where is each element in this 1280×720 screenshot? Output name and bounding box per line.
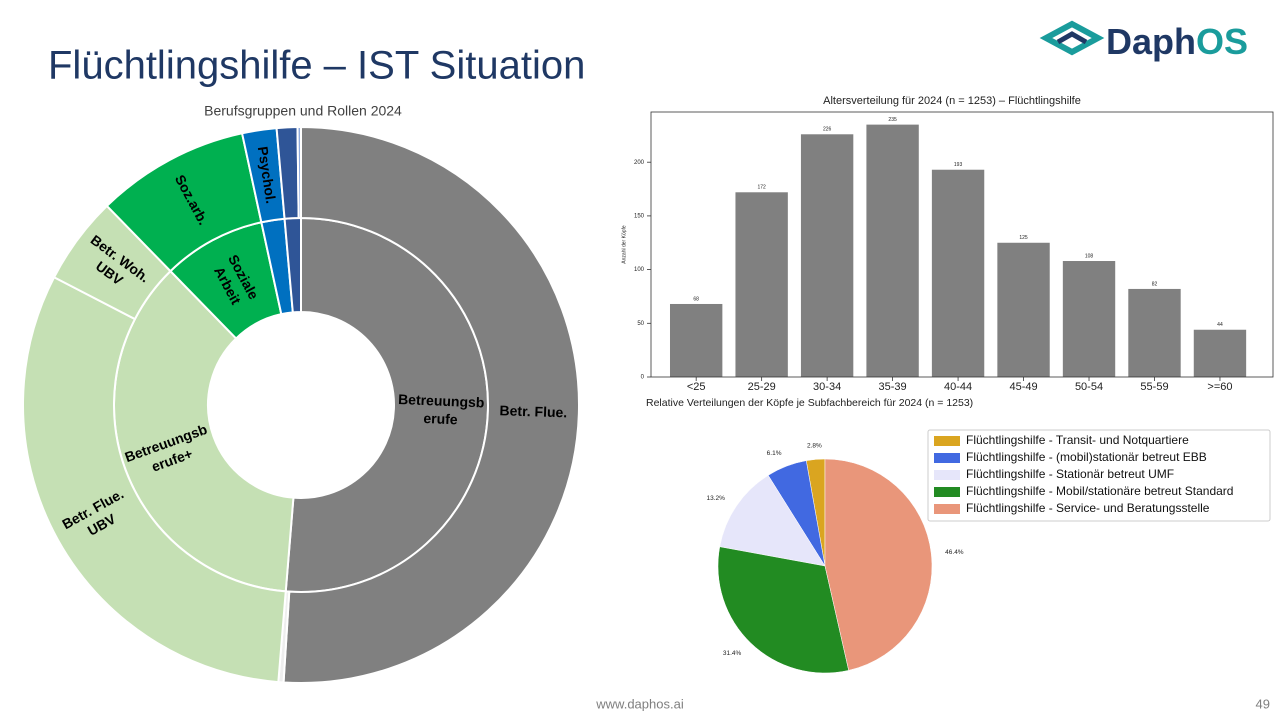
segment-label-line: Betreuungsb <box>398 391 485 411</box>
sunburst-segment <box>22 275 287 684</box>
y-tick-label: 200 <box>634 160 645 166</box>
legend-swatch <box>934 487 960 497</box>
legend-label: Flüchtlingshilfe - Mobil/stationäre betr… <box>966 484 1233 498</box>
logo-text: DaphOS <box>1106 21 1248 62</box>
bar-value-label: 125 <box>1019 235 1028 241</box>
bar-value-label: 226 <box>823 127 832 133</box>
plot-frame <box>650 111 1274 378</box>
y-tick-label: 150 <box>634 213 645 219</box>
pie-slice <box>824 458 933 671</box>
bar-value-label: 108 <box>1085 253 1094 259</box>
bar-value-label: 68 <box>693 296 699 302</box>
logo-icon <box>1056 31 1088 45</box>
bar-value-label: 193 <box>954 162 963 168</box>
x-tick-label: 30-34 <box>813 381 841 393</box>
x-tick-label: <25 <box>687 381 706 393</box>
slide-title: Flüchtlingshilfe – IST Situation <box>48 44 585 88</box>
y-tick-label: 100 <box>634 267 645 273</box>
legend-label: Flüchtlingshilfe - Transit- und Notquart… <box>966 433 1189 447</box>
pie-slice <box>717 546 849 674</box>
legend-label: Flüchtlingshilfe - (mobil)stationär betr… <box>966 450 1207 464</box>
y-tick-label: 50 <box>637 321 644 327</box>
segment-label-line: Betr. Flue. <box>499 402 567 420</box>
pie-value-label: 13.2% <box>706 495 725 502</box>
logo-part: OS <box>1196 21 1248 62</box>
footer: www.daphos.ai <box>595 696 684 711</box>
x-tick-label: 40-44 <box>944 381 972 393</box>
bar-value-label: 235 <box>888 117 897 123</box>
bar-value-label: 44 <box>1217 322 1223 328</box>
chart-title: Berufsgruppen und Rollen 2024 <box>204 103 402 119</box>
bar <box>800 134 854 377</box>
logo: DaphOS <box>1039 20 1248 62</box>
chart-title: Altersverteilung für 2024 (n = 1253) – F… <box>823 95 1081 107</box>
logo-icon <box>1039 20 1105 56</box>
pie-value-label: 46.4% <box>945 549 964 556</box>
segment-label: Betr. Flue. <box>499 402 567 420</box>
legend-label: Flüchtlingshilfe - Service- und Beratung… <box>966 501 1210 515</box>
bar <box>866 124 919 377</box>
pie-value-label: 6.1% <box>767 450 782 457</box>
x-tick-label: >=60 <box>1207 381 1232 393</box>
x-tick-label: 50-54 <box>1075 381 1103 393</box>
pie-slice <box>719 474 826 567</box>
bar <box>1128 288 1181 377</box>
segment-label: Betreuungsberufe <box>397 391 485 428</box>
page-number: 49 <box>1256 696 1270 711</box>
bar-value-label: 82 <box>1152 281 1158 287</box>
bar <box>1062 261 1116 377</box>
y-axis-label: Anzahl der Köpfe <box>621 225 627 264</box>
segment-label-line: erufe <box>423 410 458 427</box>
chart-title: Relative Verteilungen der Köpfe je Subfa… <box>646 397 973 409</box>
y-tick-label: 0 <box>641 375 645 381</box>
x-tick-label: 35-39 <box>879 381 907 393</box>
legend-label: Flüchtlingshilfe - Stationär betreut UMF <box>966 467 1174 481</box>
bar <box>931 169 985 377</box>
x-tick-label: 45-49 <box>1009 381 1037 393</box>
pie-value-label: 2.8% <box>807 442 822 449</box>
x-tick-label: 25-29 <box>748 381 776 393</box>
legend-swatch <box>934 504 960 514</box>
bar <box>997 242 1050 377</box>
bar <box>669 303 723 377</box>
legend-swatch <box>934 436 960 446</box>
bar <box>735 192 788 377</box>
legend-swatch <box>934 470 960 480</box>
bar-value-label: 172 <box>757 185 766 191</box>
pie-value-label: 31.4% <box>723 650 742 657</box>
sunburst-segment <box>296 125 302 220</box>
logo-part: Daph <box>1106 21 1196 62</box>
bar <box>1193 329 1247 377</box>
x-tick-label: 55-59 <box>1140 381 1168 393</box>
legend-frame <box>927 429 1271 522</box>
sunburst-segment <box>282 125 581 684</box>
legend-swatch <box>934 453 960 463</box>
